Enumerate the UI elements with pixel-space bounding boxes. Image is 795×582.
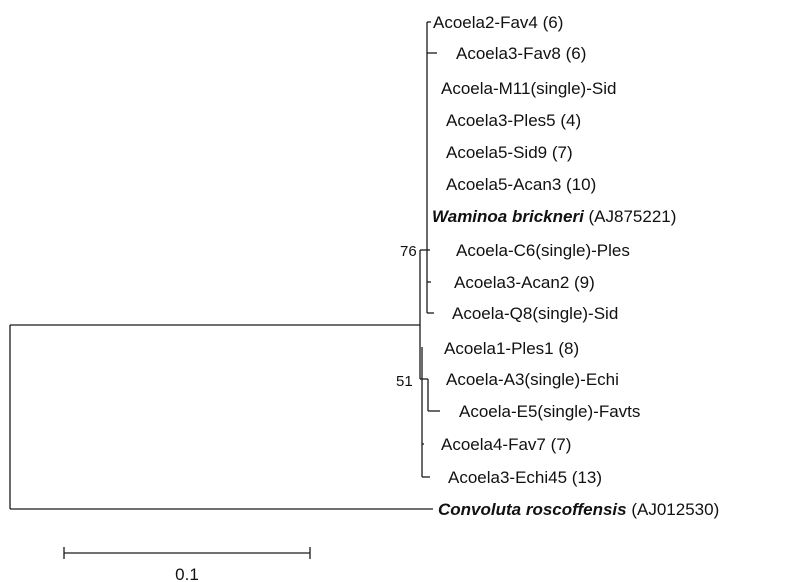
tree-branches — [9, 21, 440, 510]
taxon-label: Acoela3-Acan2 (9) — [454, 273, 595, 292]
bootstrap-value: 51 — [396, 373, 413, 390]
taxon-label: Acoela-C6(single)-Ples — [456, 241, 630, 260]
taxon-label: Acoela3-Fav8 (6) — [456, 44, 586, 63]
taxon-label: Acoela5-Sid9 (7) — [446, 143, 573, 162]
taxon-label: Acoela5-Acan3 (10) — [446, 175, 596, 194]
taxon-label: Acoela3-Echi45 (13) — [448, 468, 602, 487]
bootstrap-values: 76 51 — [396, 243, 417, 390]
scale-bar-label: 0.1 — [175, 565, 199, 582]
taxon-label-waminoa: Waminoa brickneri (AJ875221) — [432, 207, 676, 226]
taxon-labels: Acoela2-Fav4 (6) Acoela3-Fav8 (6) Acoela… — [432, 13, 719, 519]
bootstrap-value: 76 — [400, 243, 417, 260]
taxon-label: Acoela2-Fav4 (6) — [433, 13, 563, 32]
taxon-label: Acoela-Q8(single)-Sid — [452, 304, 618, 323]
taxon-label-convoluta: Convoluta roscoffensis (AJ012530) — [438, 500, 719, 519]
taxon-label: Acoela-A3(single)-Echi — [446, 370, 619, 389]
scale-bar: 0.1 — [63, 547, 311, 582]
taxon-label: Acoela1-Ples1 (8) — [444, 339, 579, 358]
scale-bar-line — [63, 547, 311, 559]
taxon-label: Acoela4-Fav7 (7) — [441, 435, 571, 454]
taxon-label: Acoela-M11(single)-Sid — [441, 79, 616, 98]
taxon-label: Acoela3-Ples5 (4) — [446, 111, 581, 130]
taxon-label: Acoela-E5(single)-Favts — [459, 402, 640, 421]
